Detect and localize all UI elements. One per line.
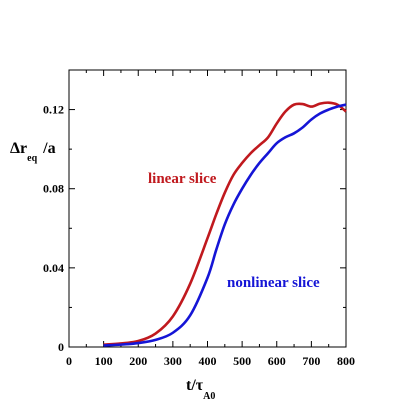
x-tick-label: 0 [66,354,72,368]
x-tick-label: 100 [95,354,113,368]
series-label-nonlinear-slice: nonlinear slice [227,275,320,291]
y-axis-title-post: /a [42,140,55,157]
x-axis-title-main: t/τ [186,377,204,394]
x-tick-label: 400 [199,354,217,368]
series-label-linear-slice: linear slice [148,171,217,187]
series-line-nonlinear-slice [103,103,347,347]
series-lines [103,101,347,347]
x-tick-label: 700 [302,354,320,368]
y-axis-title: Δreq/a [10,140,56,164]
x-tick-label: 800 [337,354,355,368]
x-axis-title: t/τA0 [186,377,215,402]
x-tick-label: 300 [164,354,182,368]
y-axis-title-sub: eq [27,153,37,164]
x-tick-label: 200 [129,354,147,368]
y-tick-label: 0.12 [43,103,64,117]
x-tick-label: 500 [233,354,251,368]
plot-frame [68,69,347,348]
y-tick-label: 0.04 [43,261,64,275]
tick-labels: 0 100 200 300 400 500 600 700 800 0 0.04 0.08 0.12 [43,103,355,368]
y-axis-title-pre: Δr [10,140,27,157]
y-tick-label: 0.08 [43,182,64,196]
y-tick-label: 0 [58,340,64,354]
x-axis-title-sub: A0 [203,391,215,402]
tick-marks [68,70,347,348]
x-tick-label: 600 [268,354,286,368]
series-line-linear-slice [103,101,347,346]
